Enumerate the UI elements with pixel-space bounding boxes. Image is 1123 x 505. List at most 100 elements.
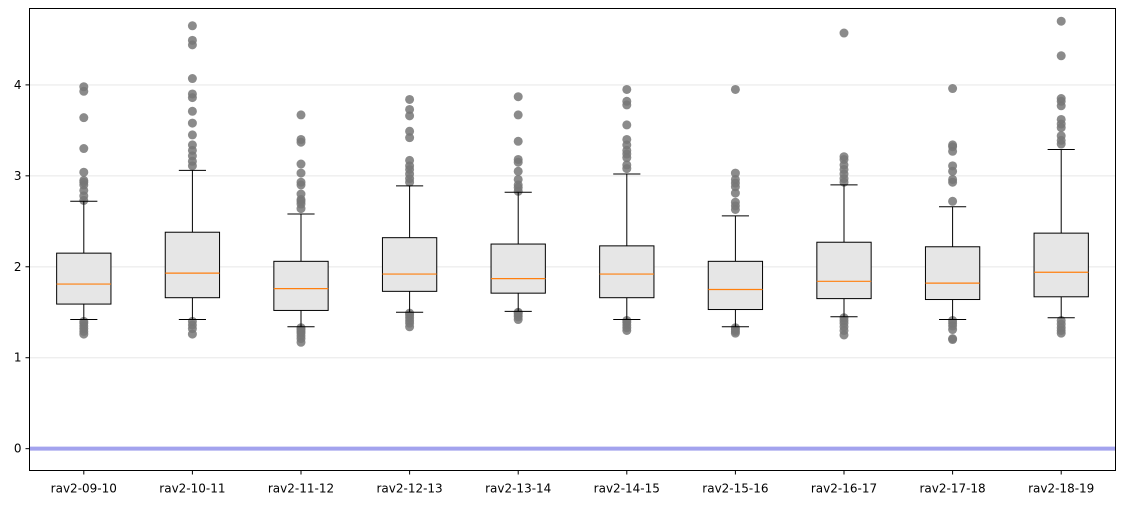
box-rav2-17-18 [924,84,981,345]
outlier-point [405,94,415,104]
outlier-point [513,307,523,317]
outlier-point [622,84,632,94]
outlier-point [948,161,958,171]
x-tick-label: rav2-11-12 [268,482,334,496]
outlier-point [730,168,740,178]
outlier-point [187,106,197,116]
box-body [273,260,329,311]
outlier-point [296,159,306,169]
outlier-point [948,140,958,150]
outlier-point [1056,114,1066,124]
box-body [599,245,655,299]
outlier-point [405,111,415,121]
outlier-point [948,334,958,344]
box-body [816,241,872,300]
outlier-point [839,313,849,323]
outlier-point [730,197,740,207]
outlier-point [187,21,197,31]
outlier-point [187,140,197,150]
outlier-point [622,134,632,144]
outlier-point [622,96,632,106]
outlier-point [513,154,523,164]
outlier-point [1056,131,1066,141]
y-tick-label: 1 [14,351,22,365]
x-tick-label: rav2-17-18 [919,482,985,496]
outlier-point [296,134,306,144]
outlier-point [948,174,958,184]
outlier-point [79,175,89,185]
box-body [164,231,221,299]
x-tick-label: rav2-13-14 [485,482,551,496]
outlier-point [187,89,197,99]
x-tick-label: rav2-12-13 [376,482,442,496]
outlier-point [513,174,523,184]
box-body [1033,232,1089,298]
outlier-point [730,84,740,94]
x-tick-label: rav2-10-11 [159,482,225,496]
box-rav2-11-12 [273,110,329,347]
outlier-point [839,152,849,162]
x-tick-label: rav2-18-19 [1028,482,1094,496]
outlier-point [730,174,740,184]
box-rav2-13-14 [490,92,546,325]
outlier-point [296,168,306,178]
outlier-point [296,110,306,120]
outlier-point [187,118,197,128]
outlier-point [1056,51,1066,61]
box-rav2-10-11 [164,21,221,339]
outlier-point [187,74,197,84]
y-tick-label: 2 [14,260,22,274]
y-tick-label: 0 [14,442,22,456]
box-body [56,252,112,305]
box-rav2-12-13 [381,94,438,332]
outlier-point [1056,94,1066,104]
box-body [707,260,764,311]
y-tick-label: 3 [14,169,22,183]
x-tick-label: rav2-16-17 [811,482,877,496]
axes-group: 0 1 2 3 4 rav2-09-10 rav2-10-11 rav2-11-12 rav2-… [14,78,1094,496]
outlier-point [948,84,958,94]
outlier-point [405,126,415,136]
box-rav2-09-10 [56,82,112,339]
box-body [490,243,546,294]
box-rav2-18-19 [1033,16,1089,338]
outlier-point [405,133,415,143]
box-rav2-16-17 [816,28,872,340]
outlier-point [948,315,958,325]
boxes-group [56,16,1089,347]
outlier-point [79,82,89,92]
x-tick-label: rav2-15-16 [702,482,768,496]
outlier-point [513,92,523,102]
outlier-point [405,104,415,114]
outlier-point [839,28,849,38]
outlier-point [730,323,740,333]
outlier-point [730,188,740,198]
outlier-point [513,166,523,176]
outlier-point [296,323,306,333]
outlier-point [405,155,415,165]
x-tick-label: rav2-09-10 [51,482,117,496]
outlier-point [513,136,523,146]
plot-area-frame [29,8,1116,471]
outlier-point [948,196,958,206]
box-body [381,237,438,292]
outlier-point [405,308,415,318]
outlier-point [79,167,89,177]
outlier-point [187,35,197,45]
box-rav2-14-15 [599,84,655,335]
outlier-point [513,110,523,120]
outlier-point [622,120,632,130]
outlier-point [296,189,306,199]
outlier-point [296,177,306,187]
outlier-point [622,160,632,170]
outlier-point [187,130,197,140]
outlier-point [79,113,89,123]
y-tick-label: 4 [14,78,22,92]
box-rav2-15-16 [707,84,764,338]
x-tick-label: rav2-14-15 [594,482,660,496]
outlier-point [622,315,632,325]
outlier-point [1056,16,1066,26]
box-body [924,246,981,301]
outlier-point [79,144,89,154]
